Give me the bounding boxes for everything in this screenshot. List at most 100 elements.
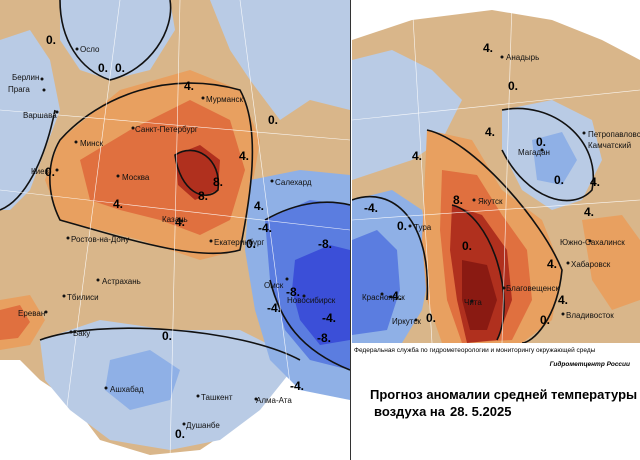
isolines-right <box>352 107 595 344</box>
forecast-date-label: воздуха на <box>374 404 446 419</box>
region-cool-arctic <box>352 50 462 180</box>
city-label: Ашхабад <box>110 385 144 394</box>
city-dot <box>502 286 506 290</box>
isoline-label: 4. <box>558 293 568 307</box>
city-label: Варшава <box>23 111 57 120</box>
region-slightly-cool-caspian <box>105 350 180 410</box>
city-dot <box>302 294 306 298</box>
city-label: Москва <box>122 173 150 182</box>
city-label: Санкт-Петербург <box>135 125 198 134</box>
city-label: Берлин <box>12 73 39 82</box>
isoline-label: 4. <box>584 205 594 219</box>
city-dot <box>104 386 108 390</box>
isoline-label: 0. <box>45 165 55 179</box>
city-dot <box>40 77 44 81</box>
city-dot <box>408 224 412 228</box>
isoline-label: 4. <box>184 79 194 93</box>
city-dot <box>196 394 200 398</box>
city-label: Прага <box>8 85 30 94</box>
right-anomaly-map: 4. 0. 4. 0. 0. 4. 4. 8. -4. 0. 0. 4. 4. … <box>352 0 640 460</box>
city-dot <box>131 126 135 130</box>
credit-agency: Федеральная служба по гидрометеорологии … <box>354 347 596 354</box>
isoline-label: -4. <box>267 301 281 315</box>
isoline-label: 4. <box>485 125 495 139</box>
city-label: Осло <box>80 45 100 54</box>
isoline-label: 0. <box>268 113 278 127</box>
city-label: Тура <box>414 223 432 232</box>
city-label: Казань <box>162 215 188 224</box>
city-dot <box>201 96 205 100</box>
city-label: Красноярск <box>362 293 405 302</box>
grid-lines-right <box>352 0 640 344</box>
city-dot <box>44 310 48 314</box>
city-dot <box>582 131 586 135</box>
region-warm-far-east <box>582 215 640 310</box>
isoline-label: 0. <box>508 79 518 93</box>
isoline-label: 0. <box>246 237 256 251</box>
city-label: Астрахань <box>102 277 141 286</box>
isoline-label: 0. <box>98 61 108 75</box>
isoline-label: -4. <box>258 221 272 235</box>
isoline-label: 0. <box>536 135 546 149</box>
left-map-svg: 0. 0. 0. 4. 0. 0. 8. 4. 8. 4. 4. 0. 4. -… <box>0 0 350 455</box>
city-label: Якутск <box>478 197 503 206</box>
right-map-svg: 4. 0. 4. 0. 0. 4. 4. 8. -4. 0. 0. 4. 4. … <box>352 0 640 460</box>
region-extreme <box>462 260 497 330</box>
city-dot <box>470 299 474 303</box>
isoline-label: 0. <box>462 239 472 253</box>
city-label: Ташкент <box>201 393 233 402</box>
isoline-label: 8. <box>453 193 463 207</box>
city-dot <box>42 88 46 92</box>
cities-left: Осло Берлин Прага Варшава Минск Киев Сан… <box>8 45 336 430</box>
city-label: Мурманск <box>206 95 243 104</box>
city-label: Южно-Сахалинск <box>560 238 625 247</box>
city-dot <box>180 219 184 223</box>
city-dot <box>116 174 120 178</box>
city-label: Салехард <box>275 178 312 187</box>
isoline-label: 0. <box>426 311 436 325</box>
region-cool-west <box>0 30 60 210</box>
forecast-title: Прогноз аномалии средней температуры <box>370 387 638 402</box>
city-dot <box>66 236 70 240</box>
isoline-label: 4. <box>547 257 557 271</box>
isoline-label: 4. <box>113 197 123 211</box>
isoline-label: 4. <box>254 199 264 213</box>
isoline-label: 0. <box>540 313 550 327</box>
city-label: Алма-Ата <box>256 396 292 405</box>
city-dot <box>540 148 544 152</box>
city-dot <box>75 47 79 51</box>
city-dot <box>380 292 384 296</box>
city-dot <box>209 239 213 243</box>
isoline-label: 4. <box>175 215 185 229</box>
isoline-labels-right: 4. 0. 4. 0. 0. 4. 4. 8. -4. 0. 0. 4. 4. … <box>364 41 600 327</box>
isoline-label: 8. <box>198 189 208 203</box>
isoline-label: -8. <box>286 285 300 299</box>
isoline-label: 0. <box>554 173 564 187</box>
city-label: Минск <box>80 139 104 148</box>
city-label: Чита <box>464 298 482 307</box>
city-label: Анадырь <box>506 53 539 62</box>
isoline-label: 0. <box>397 219 407 233</box>
city-label: Магадан <box>518 148 550 157</box>
cities-right: Анадырь Петропавловск Камчатский Магадан… <box>362 53 640 326</box>
city-label: Омск <box>264 281 284 290</box>
city-label: Благовещенск <box>506 284 559 293</box>
isoline-label: 8. <box>213 175 223 189</box>
region-slightly-cool-magadan <box>532 132 577 185</box>
left-anomaly-map: 0. 0. 0. 4. 0. 0. 8. 4. 8. 4. 4. 0. 4. -… <box>0 0 351 460</box>
isoline-label: -4. <box>364 201 378 215</box>
isoline-label: 4. <box>412 149 422 163</box>
city-dot <box>55 168 59 172</box>
isoline-label: -4. <box>322 311 336 325</box>
city-dot <box>96 278 100 282</box>
city-label: Хабаровск <box>571 260 611 269</box>
city-label: Новосибирск <box>287 296 336 305</box>
city-dot <box>414 318 418 322</box>
city-dot <box>254 397 258 401</box>
city-dot <box>561 312 565 316</box>
region-cold-west <box>352 230 400 335</box>
city-dot <box>182 422 186 426</box>
city-label: Екатеринбург <box>214 238 264 247</box>
city-label: Владивосток <box>566 311 614 320</box>
city-label: Киев <box>31 167 49 176</box>
